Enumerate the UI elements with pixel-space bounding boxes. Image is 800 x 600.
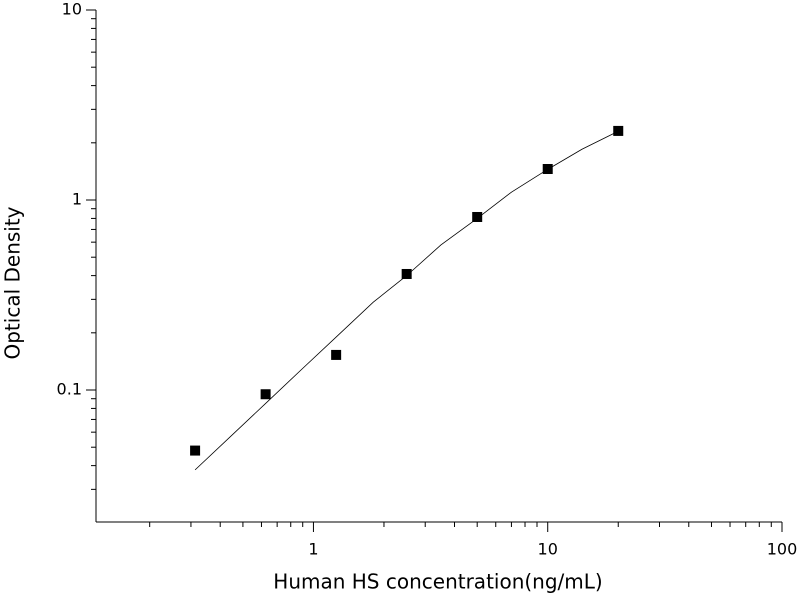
y-axis-title: Optical Density <box>1 206 25 359</box>
x-axis-title: Human HS concentration(ng/mL) <box>273 570 602 594</box>
data-point <box>260 389 271 400</box>
y-tick-label: 10 <box>62 0 82 19</box>
x-tick-label: 1 <box>308 540 318 559</box>
x-tick-label: 100 <box>767 540 798 559</box>
y-tick-label: 0.1 <box>57 380 82 399</box>
data-point <box>542 164 553 175</box>
data-point <box>401 268 412 279</box>
data-point <box>472 211 483 222</box>
data-point <box>331 349 342 360</box>
fit-curve <box>194 130 619 471</box>
data-point <box>190 445 201 456</box>
y-tick-label: 1 <box>72 190 82 209</box>
x-tick-label: 10 <box>538 540 558 559</box>
data-point <box>613 125 624 136</box>
